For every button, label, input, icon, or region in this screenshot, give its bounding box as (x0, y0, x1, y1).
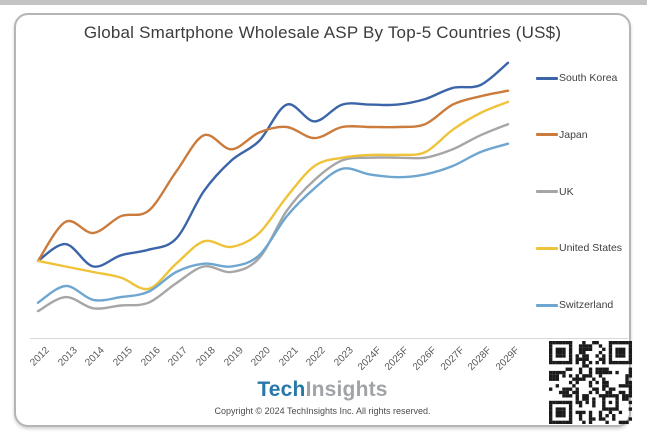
line-switzerland (36, 142, 510, 304)
chart-title: Global Smartphone Wholesale ASP By Top-5… (83, 23, 562, 42)
line-japan (36, 89, 510, 263)
line-united-states (36, 100, 510, 291)
legend-swatch (536, 303, 558, 307)
legend-label: South Korea (559, 72, 618, 84)
legend-label: Switzerland (559, 299, 614, 311)
legend-swatch (536, 133, 558, 137)
legend-item-uk: UK (536, 185, 574, 199)
window-top-edge (0, 0, 647, 5)
legend-label: United States (559, 242, 623, 255)
legend-item-south-korea: South Korea (536, 71, 617, 85)
legend-swatch (536, 76, 558, 80)
legend-item-japan: Japan (536, 128, 588, 142)
copyright-text: Copyright © 2024 TechInsights Inc. All r… (214, 406, 431, 416)
legend-item-switzerland: Switzerland (536, 298, 613, 312)
chart-card (14, 13, 631, 427)
legend-swatch (536, 246, 558, 250)
qr-code (549, 341, 632, 424)
logo-tech: Tech (257, 378, 306, 401)
legend-label: UK (559, 185, 574, 198)
legend-label: Japan (559, 128, 588, 141)
legend-item-united-states: United States (536, 241, 622, 255)
line-south-korea (36, 61, 510, 268)
legend-swatch (536, 190, 558, 193)
logo-insights: Insights (305, 378, 388, 401)
techinsights-logo: TechInsights (14, 378, 631, 402)
